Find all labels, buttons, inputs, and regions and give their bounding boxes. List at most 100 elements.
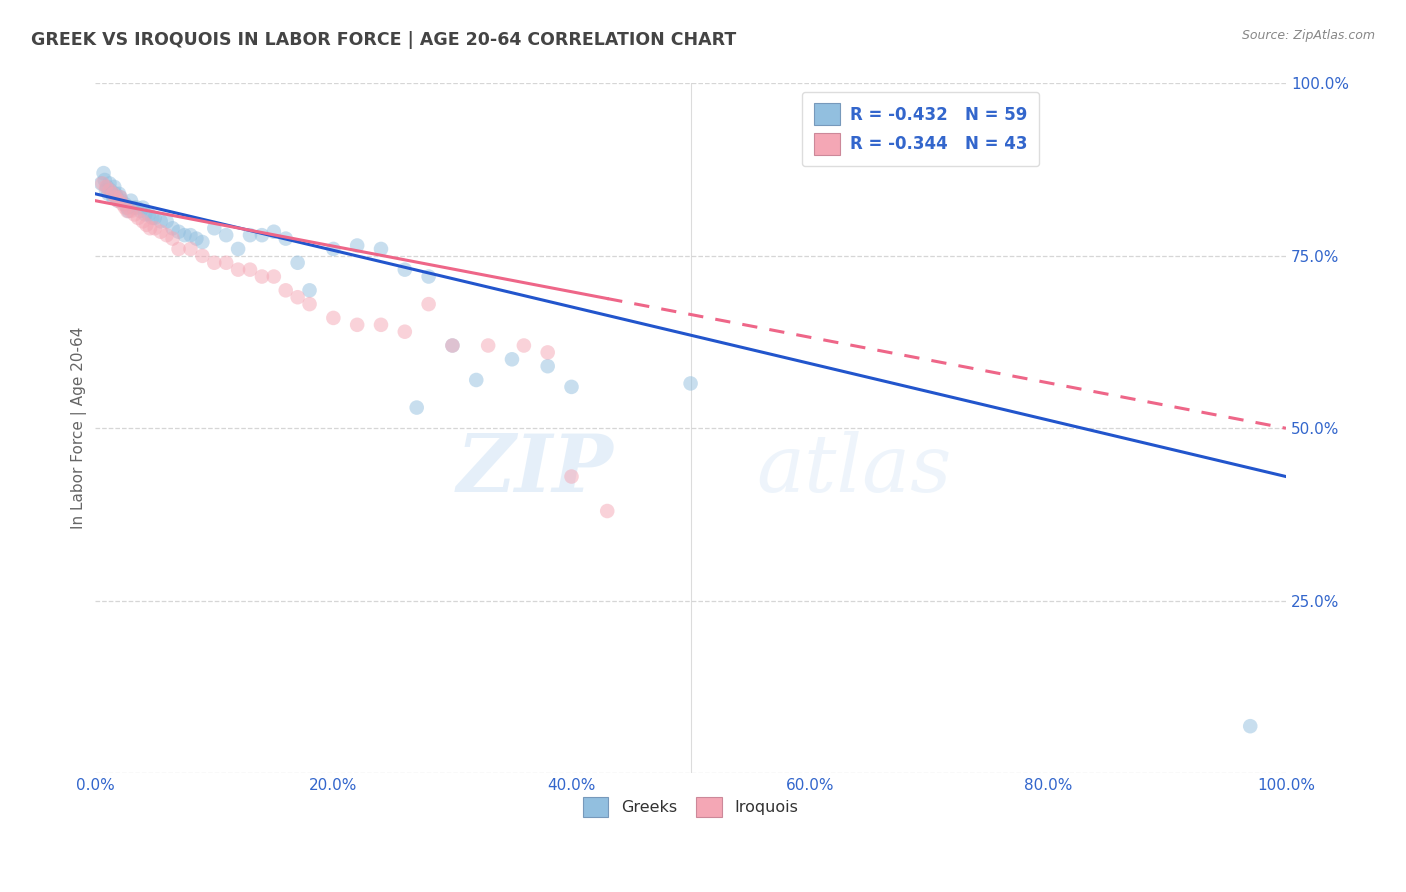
Point: [100, 183, 122, 197]
Text: Source: ZipAtlas.com: Source: ZipAtlas.com: [1241, 29, 1375, 42]
Point: [560, 380, 582, 394]
Point: [537, 359, 560, 374]
Point: [287, 290, 309, 304]
Point: [107, 194, 129, 208]
Point: [250, 269, 273, 284]
Point: [101, 190, 124, 204]
Point: [679, 376, 702, 391]
Text: GREEK VS IROQUOIS IN LABOR FORCE | AGE 20-64 CORRELATION CHART: GREEK VS IROQUOIS IN LABOR FORCE | AGE 2…: [31, 31, 737, 49]
Point: [202, 221, 225, 235]
Point: [1239, 719, 1261, 733]
Point: [441, 338, 464, 352]
Point: [97, 186, 120, 201]
Point: [162, 232, 184, 246]
Point: [120, 204, 142, 219]
Point: [94, 180, 117, 194]
Point: [179, 228, 201, 243]
Point: [239, 228, 262, 243]
Point: [143, 221, 166, 235]
Point: [117, 204, 139, 219]
Point: [139, 221, 162, 235]
Legend: Greeks, Iroquois: Greeks, Iroquois: [576, 790, 804, 823]
Point: [215, 256, 238, 270]
Y-axis label: In Labor Force | Age 20-64: In Labor Force | Age 20-64: [72, 327, 87, 530]
Point: [263, 225, 285, 239]
Point: [122, 201, 145, 215]
Point: [287, 256, 309, 270]
Point: [93, 166, 115, 180]
Point: [111, 197, 134, 211]
Point: [93, 173, 115, 187]
Point: [202, 256, 225, 270]
Point: [215, 228, 238, 243]
Point: [239, 262, 262, 277]
Point: [91, 177, 114, 191]
Point: [114, 201, 136, 215]
Point: [149, 225, 172, 239]
Text: ZIP: ZIP: [457, 431, 613, 508]
Point: [149, 214, 172, 228]
Point: [298, 297, 321, 311]
Point: [560, 469, 582, 483]
Point: [370, 242, 392, 256]
Point: [124, 207, 146, 221]
Point: [167, 225, 190, 239]
Point: [107, 194, 129, 208]
Point: [322, 242, 344, 256]
Point: [274, 232, 297, 246]
Point: [94, 183, 117, 197]
Point: [117, 204, 139, 219]
Point: [98, 177, 121, 191]
Point: [596, 504, 619, 518]
Point: [418, 269, 440, 284]
Point: [98, 183, 121, 197]
Point: [127, 211, 149, 225]
Point: [501, 352, 523, 367]
Point: [134, 207, 156, 221]
Point: [370, 318, 392, 332]
Point: [322, 310, 344, 325]
Point: [173, 228, 195, 243]
Point: [114, 197, 136, 211]
Point: [441, 338, 464, 352]
Point: [117, 201, 139, 215]
Point: [418, 297, 440, 311]
Point: [90, 177, 112, 191]
Point: [346, 238, 368, 252]
Point: [167, 242, 190, 256]
Point: [110, 190, 132, 204]
Point: [120, 194, 142, 208]
Text: atlas: atlas: [756, 431, 952, 508]
Point: [129, 204, 152, 219]
Point: [141, 211, 163, 225]
Point: [103, 180, 125, 194]
Point: [105, 190, 128, 204]
Point: [143, 211, 166, 225]
Point: [96, 180, 118, 194]
Point: [191, 249, 214, 263]
Point: [394, 325, 416, 339]
Point: [135, 218, 157, 232]
Point: [179, 242, 201, 256]
Point: [513, 338, 536, 352]
Point: [138, 207, 160, 221]
Point: [104, 190, 127, 204]
Point: [156, 214, 179, 228]
Point: [101, 186, 124, 201]
Point: [226, 262, 249, 277]
Point: [226, 242, 249, 256]
Point: [186, 232, 208, 246]
Point: [132, 201, 155, 215]
Point: [104, 186, 127, 201]
Point: [274, 283, 297, 297]
Point: [110, 190, 132, 204]
Point: [191, 235, 214, 249]
Point: [132, 214, 155, 228]
Point: [110, 194, 132, 208]
Point: [465, 373, 488, 387]
Point: [156, 228, 179, 243]
Point: [263, 269, 285, 284]
Point: [537, 345, 560, 359]
Point: [101, 186, 124, 201]
Point: [477, 338, 499, 352]
